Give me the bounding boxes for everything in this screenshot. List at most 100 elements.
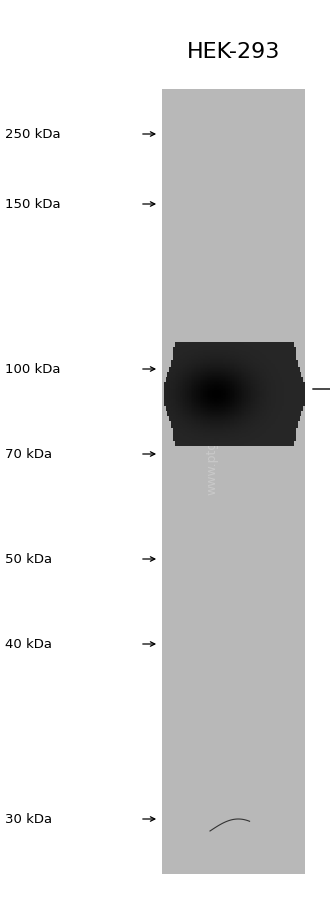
Bar <box>253 345 255 346</box>
Bar <box>271 400 273 401</box>
Bar <box>167 414 169 415</box>
Bar <box>167 409 169 410</box>
Bar <box>300 375 301 376</box>
Bar <box>214 372 215 373</box>
Bar <box>191 373 192 375</box>
Bar <box>214 355 215 357</box>
Bar <box>189 361 191 362</box>
Bar <box>209 379 210 381</box>
Bar <box>223 367 224 369</box>
Bar <box>266 404 267 405</box>
Bar <box>255 394 257 396</box>
Bar <box>185 406 187 408</box>
Bar <box>201 405 203 406</box>
Bar <box>258 432 260 434</box>
Bar <box>241 370 243 372</box>
Bar <box>260 388 262 390</box>
Bar <box>178 349 180 350</box>
Bar <box>210 364 212 366</box>
Bar <box>182 428 183 429</box>
Bar <box>244 384 246 385</box>
Bar <box>175 391 176 392</box>
Bar <box>275 387 277 388</box>
Bar <box>296 376 298 378</box>
Bar <box>255 366 257 367</box>
Bar <box>241 376 243 378</box>
Bar <box>267 378 269 379</box>
Bar <box>277 404 278 405</box>
Bar <box>171 396 173 397</box>
Bar <box>292 399 294 400</box>
Bar <box>209 418 210 419</box>
Bar <box>198 399 200 400</box>
Bar <box>228 357 230 358</box>
Bar <box>303 404 305 405</box>
Bar <box>251 373 253 375</box>
Bar <box>175 425 176 426</box>
Bar <box>287 375 289 376</box>
Bar <box>169 376 171 378</box>
Bar <box>219 369 221 370</box>
Bar <box>224 369 226 370</box>
Bar <box>292 423 294 425</box>
Bar <box>191 367 192 369</box>
Bar <box>217 426 219 427</box>
Bar <box>176 352 178 353</box>
Bar <box>200 392 201 393</box>
Bar <box>267 429 269 431</box>
Bar <box>244 357 246 358</box>
Bar <box>183 429 185 431</box>
Bar <box>243 420 244 422</box>
Bar <box>178 400 180 401</box>
Bar <box>235 399 237 400</box>
Bar <box>239 366 241 367</box>
Bar <box>198 344 200 345</box>
Bar <box>246 423 248 425</box>
Bar <box>196 414 198 415</box>
Bar <box>291 431 292 432</box>
Bar <box>166 409 167 410</box>
Bar <box>260 427 262 428</box>
Bar <box>248 408 249 409</box>
Bar <box>249 437 251 438</box>
Bar <box>241 344 243 345</box>
Bar <box>235 385 237 387</box>
Bar <box>298 369 300 370</box>
Bar <box>244 345 246 346</box>
Bar <box>226 390 228 391</box>
Bar <box>262 414 264 415</box>
Bar <box>232 434 234 435</box>
Bar <box>187 397 189 399</box>
Bar <box>173 420 175 422</box>
Bar <box>267 422 269 423</box>
Bar <box>200 379 201 381</box>
Bar <box>239 343 241 344</box>
Bar <box>262 399 264 400</box>
Bar <box>248 391 249 392</box>
Bar <box>217 436 219 437</box>
Bar <box>215 419 217 420</box>
Bar <box>178 387 180 388</box>
Bar <box>214 397 215 399</box>
Bar <box>277 422 278 423</box>
Bar <box>298 390 300 391</box>
Bar <box>285 408 287 409</box>
Bar <box>232 420 234 422</box>
Bar <box>214 370 215 372</box>
Bar <box>300 376 301 378</box>
Bar <box>198 396 200 397</box>
Bar <box>215 343 217 344</box>
Bar <box>266 358 267 360</box>
Bar <box>289 434 291 435</box>
Bar <box>262 367 264 369</box>
Bar <box>226 394 228 396</box>
Bar <box>280 361 282 362</box>
Bar <box>187 382 189 384</box>
Bar <box>203 422 205 423</box>
Bar <box>271 401 273 402</box>
Bar <box>176 390 178 391</box>
Bar <box>291 345 292 346</box>
Bar <box>292 426 294 427</box>
Bar <box>258 392 260 393</box>
Bar <box>271 402 273 404</box>
